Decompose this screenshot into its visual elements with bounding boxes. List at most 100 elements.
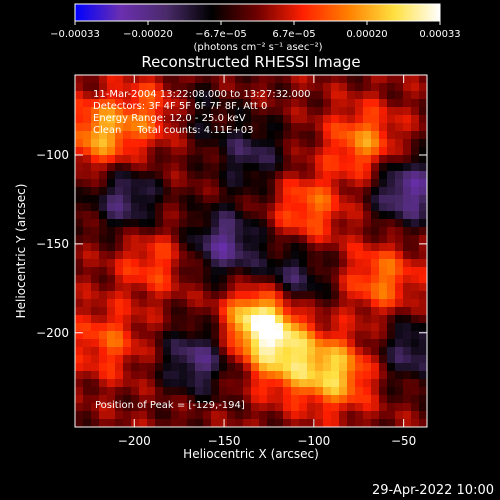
heatmap-cell bbox=[123, 419, 132, 427]
heatmap-cell bbox=[411, 259, 420, 268]
heatmap-cell bbox=[123, 139, 132, 148]
heatmap-cell bbox=[139, 395, 148, 404]
heatmap-cell bbox=[75, 403, 84, 412]
heatmap-cell bbox=[419, 323, 427, 332]
heatmap-cell bbox=[387, 195, 396, 204]
heatmap-cell bbox=[203, 123, 212, 132]
heatmap-cell bbox=[411, 251, 420, 260]
heatmap-cell bbox=[379, 267, 388, 276]
heatmap-cell bbox=[123, 291, 132, 300]
heatmap-cell bbox=[155, 107, 164, 116]
annotation-total-counts: Clean Total counts: 4.11E+03 bbox=[93, 125, 253, 136]
heatmap-cell bbox=[91, 195, 100, 204]
heatmap-cell bbox=[107, 387, 116, 396]
heatmap-cell bbox=[91, 179, 100, 188]
heatmap-cell bbox=[259, 123, 268, 132]
heatmap-cell bbox=[163, 99, 172, 108]
heatmap-cell bbox=[371, 203, 380, 212]
heatmap-cell bbox=[291, 195, 300, 204]
heatmap-cell bbox=[419, 411, 427, 420]
heatmap-cell bbox=[291, 315, 300, 324]
heatmap-cell bbox=[331, 403, 340, 412]
heatmap-cell bbox=[171, 203, 180, 212]
heatmap-cell bbox=[171, 395, 180, 404]
heatmap-cell bbox=[163, 187, 172, 196]
heatmap-cell bbox=[115, 331, 124, 340]
heatmap-cell bbox=[403, 395, 412, 404]
heatmap-cell bbox=[155, 251, 164, 260]
heatmap-cell bbox=[347, 267, 356, 276]
heatmap-cell bbox=[307, 195, 316, 204]
heatmap-cell bbox=[323, 323, 332, 332]
heatmap-cell bbox=[147, 187, 156, 196]
heatmap-cell bbox=[179, 403, 188, 412]
heatmap-cell bbox=[227, 219, 236, 228]
heatmap-cell bbox=[379, 155, 388, 164]
heatmap-cell bbox=[115, 83, 124, 92]
heatmap-cell bbox=[299, 203, 308, 212]
heatmap-cell bbox=[99, 163, 108, 172]
heatmap-cell bbox=[347, 251, 356, 260]
heatmap-cell bbox=[395, 283, 404, 292]
heatmap-cell bbox=[395, 363, 404, 372]
heatmap-cell bbox=[195, 267, 204, 276]
heatmap-cell bbox=[203, 203, 212, 212]
heatmap-cell bbox=[211, 163, 220, 172]
heatmap-cell bbox=[371, 267, 380, 276]
heatmap-cell bbox=[259, 331, 268, 340]
plot-area: −200 −150 −100 −50−100−150−200 bbox=[36, 74, 428, 448]
heatmap-cell bbox=[323, 291, 332, 300]
heatmap-cell bbox=[75, 75, 84, 84]
heatmap-cell bbox=[283, 331, 292, 340]
heatmap-cell bbox=[355, 323, 364, 332]
heatmap-cell bbox=[395, 371, 404, 380]
heatmap-cell bbox=[355, 139, 364, 148]
heatmap-cell bbox=[107, 403, 116, 412]
x-tick-label: −100 bbox=[297, 434, 330, 448]
heatmap-cell bbox=[355, 395, 364, 404]
heatmap-cell bbox=[203, 251, 212, 260]
heatmap-cell bbox=[283, 267, 292, 276]
heatmap-cell bbox=[115, 203, 124, 212]
heatmap-cell bbox=[99, 275, 108, 284]
heatmap-cell bbox=[155, 267, 164, 276]
heatmap-cell bbox=[379, 323, 388, 332]
heatmap-cell bbox=[363, 203, 372, 212]
heatmap-cell bbox=[187, 155, 196, 164]
heatmap-cell bbox=[211, 139, 220, 148]
heatmap-cell bbox=[307, 307, 316, 316]
heatmap-cell bbox=[219, 123, 228, 132]
heatmap-cell bbox=[123, 131, 132, 140]
heatmap-cell bbox=[323, 339, 332, 348]
heatmap-cell bbox=[83, 307, 92, 316]
heatmap-cell bbox=[171, 115, 180, 124]
heatmap-cell bbox=[339, 395, 348, 404]
heatmap-cell bbox=[163, 363, 172, 372]
heatmap-cell bbox=[299, 91, 308, 100]
heatmap-cell bbox=[243, 203, 252, 212]
heatmap-cell bbox=[83, 331, 92, 340]
heatmap-cell bbox=[219, 203, 228, 212]
heatmap-cell bbox=[211, 419, 220, 427]
heatmap-cell bbox=[355, 107, 364, 116]
heatmap-cell bbox=[171, 211, 180, 220]
heatmap-cell bbox=[323, 107, 332, 116]
heatmap-cell bbox=[107, 187, 116, 196]
heatmap-cell bbox=[291, 267, 300, 276]
heatmap-cell bbox=[315, 411, 324, 420]
heatmap-cell bbox=[147, 171, 156, 180]
heatmap-cell bbox=[251, 379, 260, 388]
colorbar-tick-label: 0.00033 bbox=[419, 29, 460, 40]
heatmap-cell bbox=[331, 147, 340, 156]
heatmap-cell bbox=[155, 235, 164, 244]
plot-annotations: 11-Mar-2004 13:22:08.000 to 13:27:32.000… bbox=[93, 89, 311, 411]
heatmap-cell bbox=[227, 187, 236, 196]
heatmap-cell bbox=[99, 243, 108, 252]
heatmap-cell bbox=[211, 379, 220, 388]
heatmap-cell bbox=[115, 139, 124, 148]
heatmap-cell bbox=[171, 243, 180, 252]
heatmap-cell bbox=[291, 403, 300, 412]
heatmap-cell bbox=[75, 107, 84, 116]
annotation-detectors: Detectors: 3F 4F 5F 6F 7F 8F, Att 0 bbox=[93, 101, 267, 112]
heatmap-cell bbox=[299, 403, 308, 412]
